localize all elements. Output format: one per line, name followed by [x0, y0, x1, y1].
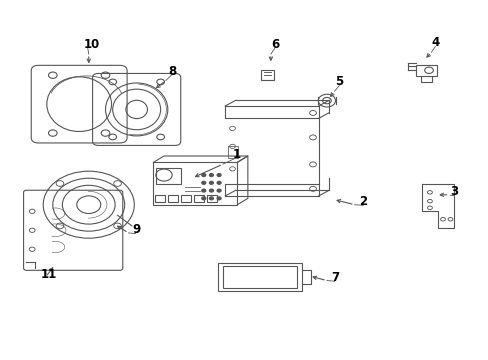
Bar: [218, 263, 302, 291]
Bar: [155, 195, 165, 202]
Bar: [153, 162, 237, 205]
Circle shape: [202, 174, 205, 176]
Circle shape: [209, 197, 213, 200]
Text: 1: 1: [232, 148, 240, 161]
Bar: [156, 168, 181, 184]
Circle shape: [202, 197, 205, 200]
Bar: [194, 195, 204, 202]
Text: 5: 5: [335, 75, 343, 88]
Bar: [223, 266, 297, 288]
Text: 2: 2: [359, 195, 367, 208]
Text: 6: 6: [270, 38, 279, 51]
Circle shape: [217, 189, 221, 192]
Bar: [227, 146, 238, 158]
Text: 11: 11: [41, 267, 57, 280]
Bar: [260, 70, 274, 80]
Text: 3: 3: [449, 185, 458, 198]
Text: 8: 8: [167, 65, 176, 78]
Text: 10: 10: [84, 38, 100, 51]
Text: 7: 7: [330, 271, 338, 284]
Circle shape: [217, 181, 221, 184]
Text: 9: 9: [132, 224, 140, 237]
Text: 4: 4: [430, 36, 439, 49]
Circle shape: [209, 174, 213, 176]
Circle shape: [202, 181, 205, 184]
Circle shape: [217, 197, 221, 200]
Circle shape: [209, 181, 213, 184]
Circle shape: [217, 174, 221, 176]
Bar: [207, 195, 217, 202]
Bar: [181, 195, 191, 202]
Bar: [415, 65, 436, 76]
Bar: [168, 195, 178, 202]
Circle shape: [202, 189, 205, 192]
Circle shape: [209, 189, 213, 192]
